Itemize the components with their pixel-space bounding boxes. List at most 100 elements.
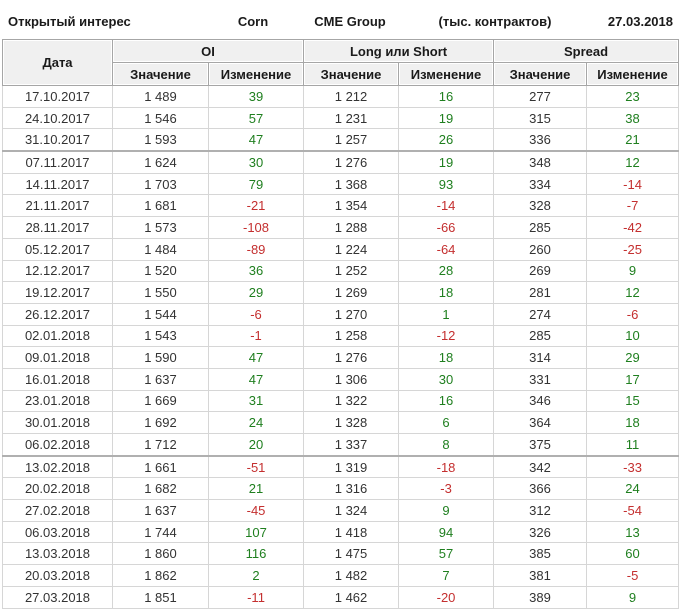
ls-value-cell: 1 257 — [303, 128, 400, 152]
spread-change-cell: 17 — [586, 367, 680, 391]
ls-value-cell: 1 269 — [303, 281, 400, 304]
spread-change-cell: 38 — [586, 106, 680, 130]
table-row: 17.10.2017 1 489 39 1 212 16 277 23 — [2, 85, 680, 108]
date-cell: 24.10.2017 — [2, 106, 113, 130]
sub-header-row: Значение Изменение Значение Изменение Зн… — [3, 62, 680, 86]
oi-change-cell: 24 — [207, 411, 305, 434]
date-cell: 28.11.2017 — [2, 216, 113, 239]
oi-value-cell: 1 703 — [112, 172, 209, 196]
spread-change-cell: 29 — [586, 346, 680, 369]
oi-value-cell: 1 550 — [112, 281, 209, 304]
date-cell: 27.02.2018 — [2, 499, 113, 522]
date-cell: 09.01.2018 — [2, 346, 113, 369]
ls-change-cell: 57 — [398, 542, 495, 566]
oi-value-cell: 1 851 — [112, 585, 209, 609]
oi-value-cell: 1 682 — [112, 477, 209, 501]
ls-change-cell: 30 — [398, 367, 495, 391]
table-row: 20.02.2018 1 682 21 1 316 -3 366 24 — [2, 477, 680, 501]
spread-value-cell: 274 — [493, 302, 588, 326]
ls-value-cell: 1 316 — [303, 477, 400, 501]
oi-value-cell: 1 624 — [112, 150, 209, 174]
oi-value-cell: 1 573 — [112, 216, 209, 239]
ls-value-cell: 1 324 — [303, 499, 400, 522]
report-date: 27.03.2018 — [607, 14, 673, 29]
spread-change-cell: -14 — [586, 172, 680, 196]
ls-change-cell: -64 — [398, 237, 495, 261]
spread-value-cell: 346 — [493, 389, 588, 413]
units-label: (тыс. контрактов) — [438, 14, 552, 29]
ls-value-cell: 1 462 — [303, 585, 400, 609]
table-row: 19.12.2017 1 550 29 1 269 18 281 12 — [2, 281, 680, 304]
subheader-spread-change: Изменение — [586, 62, 680, 86]
ls-value-cell: 1 212 — [303, 85, 400, 108]
table-row: 14.11.2017 1 703 79 1 368 93 334 -14 — [2, 172, 680, 196]
spread-value-cell: 285 — [493, 324, 588, 348]
spread-value-cell: 277 — [493, 85, 588, 108]
spread-value-cell: 381 — [493, 564, 588, 587]
ls-change-cell: 16 — [398, 389, 495, 413]
date-cell: 26.12.2017 — [2, 302, 113, 326]
oi-change-cell: 107 — [207, 520, 305, 544]
date-cell: 13.03.2018 — [2, 542, 113, 566]
open-interest-table: Дата OI Long или Short Spread Значение И… — [2, 39, 680, 609]
date-cell: 23.01.2018 — [2, 389, 113, 413]
spread-value-cell: 364 — [493, 411, 588, 434]
table-row: 12.12.2017 1 520 36 1 252 28 269 9 — [2, 259, 680, 283]
spread-change-cell: 23 — [586, 85, 680, 108]
table-row: 27.03.2018 1 851 -11 1 462 -20 389 9 — [2, 585, 680, 609]
spread-value-cell: 342 — [493, 454, 588, 479]
table-row: 24.10.2017 1 546 57 1 231 19 315 38 — [2, 106, 680, 130]
oi-change-cell: 29 — [207, 281, 305, 304]
spread-change-cell: 60 — [586, 542, 680, 566]
table-row: 28.11.2017 1 573 -108 1 288 -66 285 -42 — [2, 216, 680, 239]
subheader-spread-value: Значение — [493, 62, 588, 86]
spread-change-cell: 9 — [586, 585, 680, 609]
ls-change-cell: 9 — [398, 499, 495, 522]
ls-change-cell: 18 — [398, 281, 495, 304]
spread-value-cell: 312 — [493, 499, 588, 522]
oi-change-cell: -51 — [207, 454, 305, 479]
date-cell: 17.10.2017 — [2, 85, 113, 108]
spread-value-cell: 326 — [493, 520, 588, 544]
date-cell: 20.03.2018 — [2, 564, 113, 587]
spread-change-cell: 21 — [586, 128, 680, 152]
spread-change-cell: 18 — [586, 411, 680, 434]
date-cell: 31.10.2017 — [2, 128, 113, 152]
date-cell: 14.11.2017 — [2, 172, 113, 196]
oi-value-cell: 1 692 — [112, 411, 209, 434]
ls-value-cell: 1 252 — [303, 259, 400, 283]
ls-change-cell: -66 — [398, 216, 495, 239]
oi-change-cell: -45 — [207, 499, 305, 522]
subheader-ls-change: Изменение — [398, 62, 495, 86]
subheader-oi-value: Значение — [112, 62, 209, 86]
ls-change-cell: 7 — [398, 564, 495, 587]
spread-value-cell: 281 — [493, 281, 588, 304]
spread-value-cell: 366 — [493, 477, 588, 501]
oi-value-cell: 1 544 — [112, 302, 209, 326]
oi-value-cell: 1 546 — [112, 106, 209, 130]
ls-change-cell: -18 — [398, 454, 495, 479]
oi-change-cell: -21 — [207, 194, 305, 218]
spread-value-cell: 331 — [493, 367, 588, 391]
spread-value-cell: 328 — [493, 194, 588, 218]
oi-change-cell: 30 — [207, 150, 305, 174]
ls-value-cell: 1 270 — [303, 302, 400, 326]
exchange-name: CME Group — [314, 14, 386, 29]
ls-change-cell: 94 — [398, 520, 495, 544]
ls-change-cell: -14 — [398, 194, 495, 218]
date-cell: 20.02.2018 — [2, 477, 113, 501]
ls-value-cell: 1 354 — [303, 194, 400, 218]
table-row: 26.12.2017 1 544 -6 1 270 1 274 -6 — [2, 302, 680, 326]
spread-value-cell: 336 — [493, 128, 588, 152]
oi-change-cell: 21 — [207, 477, 305, 501]
date-cell: 06.03.2018 — [2, 520, 113, 544]
ls-change-cell: 26 — [398, 128, 495, 152]
oi-change-cell: 31 — [207, 389, 305, 413]
oi-value-cell: 1 489 — [112, 85, 209, 108]
ls-change-cell: 18 — [398, 346, 495, 369]
date-cell: 21.11.2017 — [2, 194, 113, 218]
oi-change-cell: 47 — [207, 346, 305, 369]
ls-value-cell: 1 475 — [303, 542, 400, 566]
spread-value-cell: 285 — [493, 216, 588, 239]
